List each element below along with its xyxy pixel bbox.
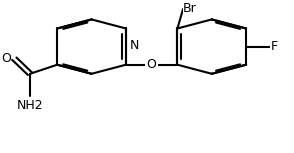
Text: NH2: NH2 (17, 99, 43, 112)
Text: F: F (270, 40, 278, 53)
Text: O: O (1, 52, 11, 65)
Text: N: N (130, 39, 140, 52)
Text: O: O (147, 58, 157, 71)
Text: Br: Br (183, 2, 197, 15)
